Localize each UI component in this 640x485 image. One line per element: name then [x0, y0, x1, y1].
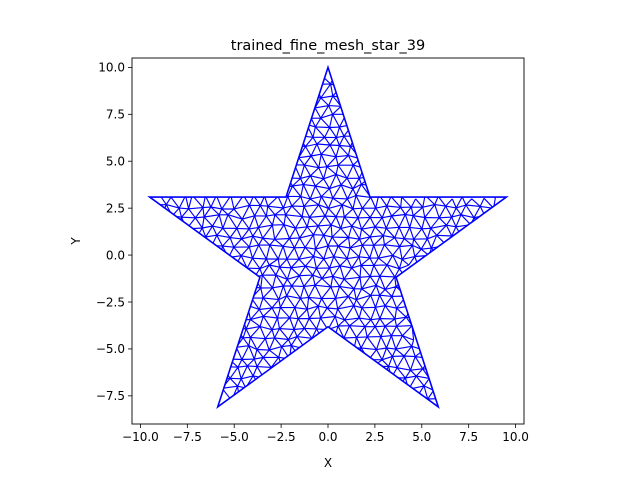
y-axis-ticks: −7.5 −5.0 −2.5 0.0 2.5 5.0 7.5 10.0 — [96, 61, 132, 403]
y-tick-label: 2.5 — [106, 201, 125, 215]
x-tick-label: 10.0 — [502, 430, 529, 444]
y-tick-label: 5.0 — [106, 155, 125, 169]
y-axis-label: Y — [69, 237, 83, 246]
x-tick-label: −7.5 — [173, 430, 202, 444]
y-tick-label: −2.5 — [96, 295, 125, 309]
mesh-boundary — [147, 64, 509, 410]
y-tick-label: 10.0 — [98, 61, 125, 75]
y-tick-label: −5.0 — [96, 342, 125, 356]
x-tick-label: −5.0 — [220, 430, 249, 444]
x-axis-ticks: −10.0 −7.5 −5.0 −2.5 0.0 2.5 5.0 7.5 10.0 — [122, 424, 529, 444]
x-tick-label: −2.5 — [267, 430, 296, 444]
x-tick-label: −10.0 — [122, 430, 159, 444]
chart-title: trained_fine_mesh_star_39 — [231, 38, 425, 54]
y-tick-label: 7.5 — [106, 108, 125, 122]
x-axis-label: X — [324, 456, 332, 470]
y-tick-label: 0.0 — [106, 248, 125, 262]
x-tick-label: 7.5 — [459, 430, 478, 444]
y-tick-label: −7.5 — [96, 389, 125, 403]
x-tick-label: 5.0 — [412, 430, 431, 444]
x-tick-label: 2.5 — [365, 430, 384, 444]
x-tick-label: 0.0 — [318, 430, 337, 444]
